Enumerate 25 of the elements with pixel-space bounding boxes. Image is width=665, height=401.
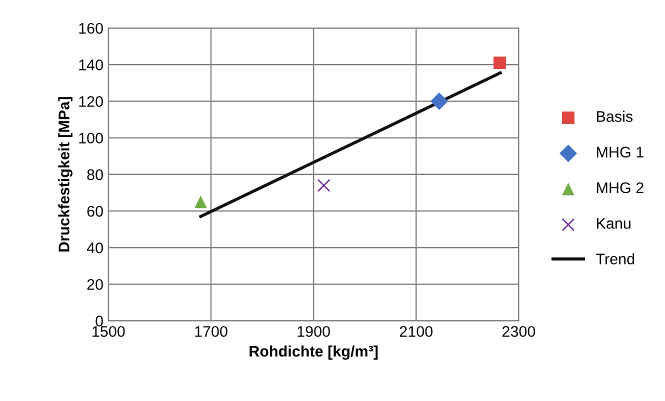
x-tick-label: 2100 <box>400 326 433 337</box>
x-tick-label: 1500 <box>92 326 125 337</box>
x-tick-label: 1900 <box>298 326 330 337</box>
point <box>494 56 506 70</box>
x-tick-label: 2300 <box>502 326 536 337</box>
x-axis-title: Rohdichte [kg/m³] <box>250 345 378 360</box>
y-tick-label: 40 <box>86 242 103 254</box>
x-tick-label: 1700 <box>195 326 228 337</box>
legend-label: Basis <box>596 110 633 122</box>
y-tick-label: 80 <box>87 169 103 180</box>
y-tick-label: 100 <box>79 132 103 144</box>
y-tick-label: 160 <box>79 22 103 34</box>
y-axis-title: Druckfestigkeit [MPa] <box>58 97 72 252</box>
y-tick-label: 0 <box>96 316 103 326</box>
y-tick-label: 60 <box>87 206 103 217</box>
point <box>317 178 330 192</box>
legend-label: Kanu <box>596 218 630 229</box>
legend-label: Trend <box>596 253 634 264</box>
y-tick-label: 140 <box>79 60 103 70</box>
y-tick-label: 120 <box>79 96 103 107</box>
point <box>430 92 448 110</box>
y-tick-label: 20 <box>87 279 103 290</box>
point <box>194 196 207 208</box>
legend-label: MHG 1 <box>596 146 644 158</box>
legend-label: MHG 2 <box>596 182 644 194</box>
